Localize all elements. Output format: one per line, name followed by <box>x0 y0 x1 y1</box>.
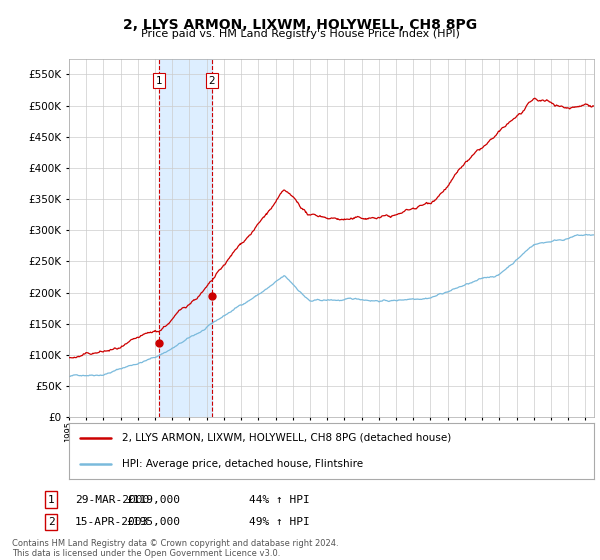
Text: 15-APR-2003: 15-APR-2003 <box>75 517 149 527</box>
Text: 2: 2 <box>208 76 215 86</box>
Text: 44% ↑ HPI: 44% ↑ HPI <box>249 494 310 505</box>
Text: 2, LLYS ARMON, LIXWM, HOLYWELL, CH8 8PG (detached house): 2, LLYS ARMON, LIXWM, HOLYWELL, CH8 8PG … <box>121 433 451 443</box>
Text: 29-MAR-2000: 29-MAR-2000 <box>75 494 149 505</box>
Text: 49% ↑ HPI: 49% ↑ HPI <box>249 517 310 527</box>
Text: 2, LLYS ARMON, LIXWM, HOLYWELL, CH8 8PG: 2, LLYS ARMON, LIXWM, HOLYWELL, CH8 8PG <box>123 18 477 32</box>
Text: £119,000: £119,000 <box>126 494 180 505</box>
Text: Price paid vs. HM Land Registry's House Price Index (HPI): Price paid vs. HM Land Registry's House … <box>140 29 460 39</box>
Bar <box>159 59 212 417</box>
Text: HPI: Average price, detached house, Flintshire: HPI: Average price, detached house, Flin… <box>121 459 362 469</box>
Text: £195,000: £195,000 <box>126 517 180 527</box>
Text: Contains HM Land Registry data © Crown copyright and database right 2024.
This d: Contains HM Land Registry data © Crown c… <box>12 539 338 558</box>
Text: 1: 1 <box>156 76 163 86</box>
Text: 1: 1 <box>47 494 55 505</box>
Text: 2: 2 <box>47 517 55 527</box>
